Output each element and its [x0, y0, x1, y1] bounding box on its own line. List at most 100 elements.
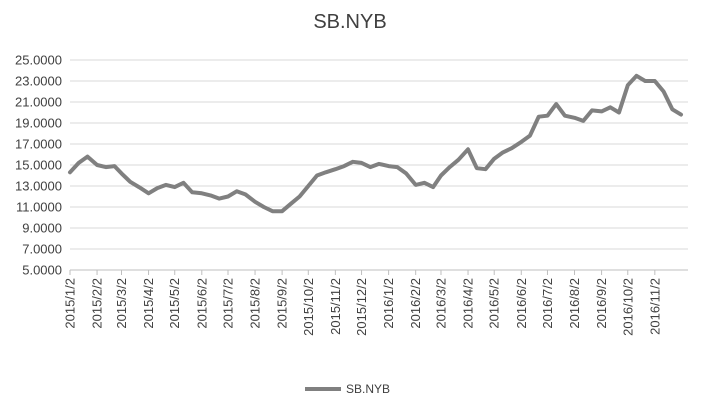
data-point	[626, 83, 630, 87]
data-point	[404, 171, 408, 175]
data-point	[492, 157, 496, 161]
y-tick-label: 23.0000	[15, 74, 62, 89]
data-point	[475, 166, 479, 170]
data-point	[414, 183, 418, 187]
data-point	[377, 162, 381, 166]
x-tick-label: 2016/8/2	[567, 278, 582, 329]
data-point	[120, 171, 123, 175]
y-tick-label: 19.0000	[15, 116, 62, 131]
x-tick-label: 2016/10/2	[620, 278, 635, 336]
x-tick-label: 2015/8/2	[248, 278, 263, 329]
y-tick-label: 5.0000	[22, 263, 62, 278]
data-point	[342, 164, 346, 168]
x-tick-label: 2016/1/2	[381, 278, 396, 329]
data-point	[253, 200, 257, 204]
data-point	[368, 165, 372, 169]
data-point	[563, 114, 567, 118]
data-point	[528, 134, 532, 138]
data-point	[95, 163, 99, 167]
data-point	[85, 155, 89, 159]
x-axis-ticks: 2015/1/2 2015/2/2 2015/3/2 2015/4/2 2015/5/2…	[63, 270, 662, 336]
data-point	[262, 205, 266, 209]
data-point	[181, 181, 185, 185]
x-tick-label: 2016/9/2	[594, 278, 609, 329]
data-point	[635, 74, 638, 78]
data-point	[643, 79, 647, 83]
data-point	[617, 111, 621, 114]
data-point	[590, 108, 594, 112]
data-point	[164, 183, 168, 187]
data-point	[333, 167, 337, 171]
data-point	[483, 167, 487, 171]
data-point	[545, 114, 549, 118]
data-point	[360, 161, 364, 165]
data-point	[128, 180, 132, 184]
data-point	[537, 115, 541, 119]
data-point	[387, 164, 391, 168]
data-point	[653, 79, 657, 83]
y-axis-ticks: 25.0000 23.0000 21.0000 19.0000 17.0000 15.00…	[15, 53, 62, 278]
legend-label: SB.NYB	[346, 382, 390, 396]
data-point	[600, 109, 604, 113]
y-tick-label: 11.0000	[16, 200, 62, 215]
chart-title: SB.NYB	[313, 11, 386, 33]
data-point	[456, 158, 460, 162]
x-tick-label: 2016/5/2	[487, 278, 502, 329]
data-point	[200, 191, 204, 195]
x-tick-label: 2016/11/2	[647, 278, 662, 335]
y-tick-label: 7.0000	[22, 242, 62, 257]
x-tick-label: 2015/12/2	[354, 278, 369, 336]
data-point	[217, 197, 221, 201]
data-point	[608, 105, 612, 109]
x-tick-label: 2016/3/2	[433, 278, 448, 329]
y-tick-label: 17.0000	[15, 137, 62, 152]
data-point	[324, 170, 328, 174]
data-point	[209, 193, 213, 197]
data-point	[306, 184, 310, 188]
data-point	[315, 174, 319, 177]
x-tick-label: 2015/9/2	[275, 278, 290, 329]
data-point	[501, 150, 505, 154]
data-point	[173, 185, 177, 189]
data-point	[243, 192, 247, 196]
data-point	[190, 190, 194, 194]
x-tick-label: 2015/4/2	[141, 278, 156, 329]
series-layer	[68, 73, 683, 214]
series-line-sb-nyb	[68, 73, 683, 214]
data-point	[554, 102, 558, 106]
x-tick-label: 2015/7/2	[220, 278, 235, 329]
data-point	[77, 161, 81, 165]
x-tick-label: 2015/11/2	[328, 278, 343, 335]
x-tick-label: 2015/6/2	[194, 278, 209, 329]
y-tick-label: 25.0000	[15, 53, 62, 68]
data-point	[226, 195, 230, 198]
data-point	[68, 170, 72, 174]
data-point	[679, 113, 683, 117]
data-point	[448, 165, 452, 169]
data-point	[271, 209, 275, 213]
x-tick-label: 2015/1/2	[63, 278, 78, 329]
data-point	[519, 140, 523, 144]
x-tick-label: 2016/4/2	[461, 278, 476, 329]
data-point	[155, 186, 159, 190]
data-point	[581, 119, 585, 123]
data-point	[147, 191, 151, 195]
data-point	[298, 195, 302, 198]
data-point	[466, 147, 470, 151]
data-point	[104, 165, 108, 169]
data-point	[431, 185, 435, 189]
y-tick-label: 15.0000	[15, 158, 62, 173]
data-point	[662, 90, 666, 93]
data-point	[573, 116, 577, 120]
data-point	[510, 146, 514, 150]
y-tick-label: 13.0000	[15, 179, 62, 194]
data-point	[395, 165, 399, 169]
data-point	[235, 189, 239, 193]
x-tick-label: 2015/3/2	[114, 278, 129, 329]
data-point	[439, 174, 443, 177]
x-tick-label: 2015/2/2	[90, 278, 105, 329]
data-point	[113, 164, 117, 168]
x-tick-label: 2016/7/2	[540, 278, 555, 329]
x-tick-label: 2015/5/2	[167, 278, 182, 329]
y-tick-label: 21.0000	[15, 95, 62, 110]
